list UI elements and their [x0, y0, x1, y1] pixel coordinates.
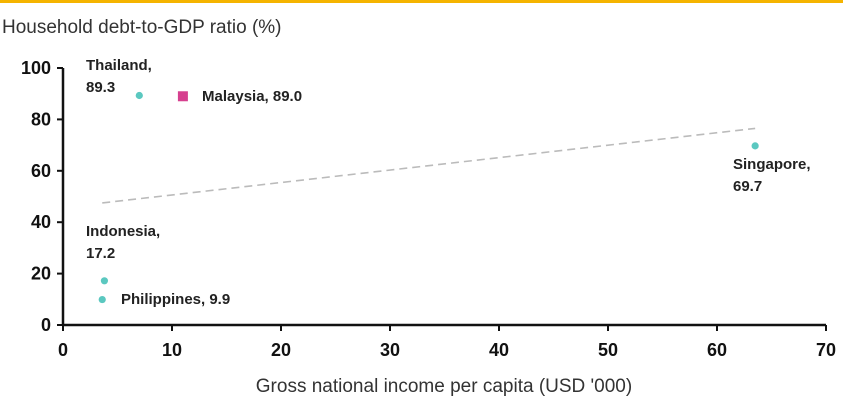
- y-tick-label-3: 60: [31, 161, 51, 181]
- x-tick-label-7: 70: [816, 340, 836, 360]
- y-tick-label-1: 20: [31, 264, 51, 284]
- point-label-0-line-1: 89.3: [86, 79, 115, 96]
- point-label-2-line-0: Singapore,: [733, 156, 811, 173]
- point-label-1-line-0: Malaysia, 89.0: [202, 88, 302, 105]
- point-0: [135, 91, 143, 100]
- point-1: [177, 91, 188, 102]
- x-axis-label: Gross national income per capita (USD '0…: [256, 376, 632, 397]
- trendline-group: [102, 127, 756, 204]
- point-label-4-line-0: Philippines, 9.9: [121, 291, 230, 308]
- y-tick-label-0: 0: [41, 315, 51, 335]
- point-label-3-line-1: 17.2: [86, 245, 115, 262]
- point-2: [751, 142, 759, 150]
- point-4: [98, 295, 106, 304]
- point-label-3: Indonesia, 17.2: [86, 223, 160, 262]
- x-tick-label-1: 10: [162, 340, 182, 360]
- point-labels: Thailand, 89.3 Malaysia, 89.0 Singapore, 69.…: [86, 57, 811, 308]
- x-tick-label-2: 20: [271, 340, 291, 360]
- x-tick-label-6: 60: [707, 340, 727, 360]
- y-tick-label-4: 80: [31, 109, 51, 129]
- point-label-2: Singapore, 69.7: [733, 156, 811, 195]
- top-accent-rule: [0, 0, 843, 3]
- x-tick-label-3: 30: [380, 340, 400, 360]
- x-tick-label-4: 40: [489, 340, 509, 360]
- point-label-1: Malaysia, 89.0: [202, 88, 302, 105]
- x-tick-label-5: 50: [598, 340, 618, 360]
- point-label-3-line-0: Indonesia,: [86, 223, 160, 240]
- point-3: [100, 277, 109, 285]
- y-tick-label-2: 40: [31, 212, 51, 232]
- points-group: [98, 91, 759, 304]
- chart-title: Household debt-to-GDP ratio (%): [2, 17, 282, 38]
- y-tick-label-5: 100: [21, 58, 51, 78]
- point-label-0-line-0: Thailand,: [86, 57, 152, 74]
- x-tick-label-0: 0: [58, 340, 68, 360]
- axes: 0 10 20 30 40 50 60 70 0 20 40 60 80 100: [21, 58, 836, 360]
- point-label-4: Philippines, 9.9: [121, 291, 230, 308]
- point-label-2-line-1: 69.7: [733, 178, 762, 195]
- point-label-0: Thailand, 89.3: [86, 57, 152, 96]
- trendline: [102, 127, 756, 204]
